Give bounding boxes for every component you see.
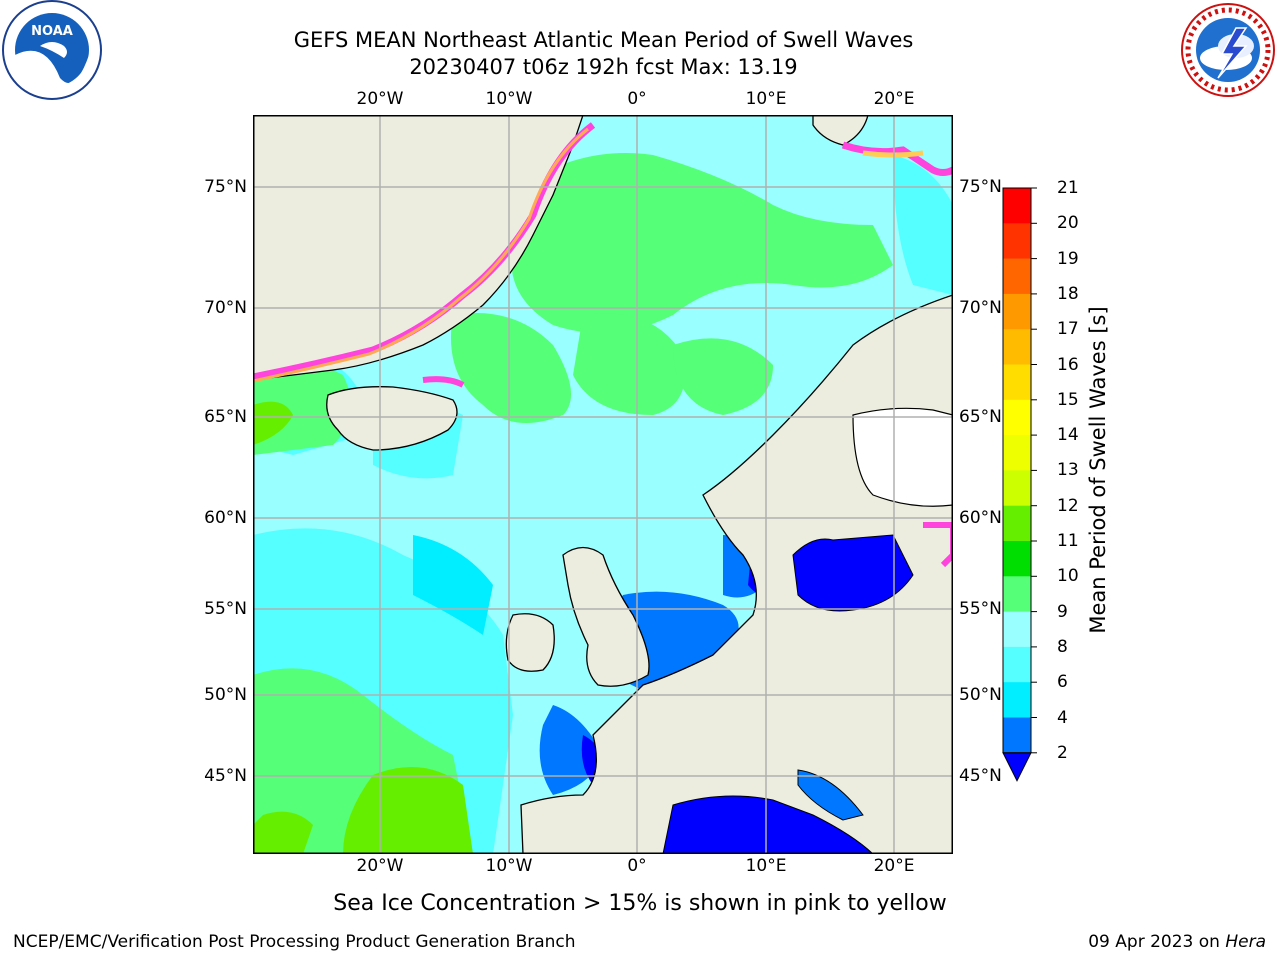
lon-tick-bottom: 10°W [485,856,533,876]
colorbar-tick-label: 19 [1057,248,1079,269]
colorbar-tick-label: 8 [1057,636,1068,657]
colorbar-band [1003,682,1031,718]
swell-period-map [253,115,953,854]
ireland-land [505,613,555,672]
lat-tick-right: 60°N [959,508,1002,528]
map-frame [253,115,953,854]
colorbar-tick-label: 9 [1057,601,1068,622]
lat-tick-right: 50°N [959,685,1002,705]
colorbar-band [1003,717,1031,754]
graticule [253,115,953,854]
lon-tick-top: 10°E [745,89,787,109]
colorbar-tick-label: 11 [1057,531,1079,551]
lat-tick-left: 45°N [204,766,247,786]
lon-tick-top: 10°W [485,89,533,109]
map-title: GEFS MEAN Northeast Atlantic Mean Period… [293,28,914,52]
baltic-masked [852,407,953,507]
lon-tick-bottom: 20°E [873,856,915,876]
colorbar-band [1003,188,1031,224]
lat-tick-right: 65°N [959,407,1002,427]
colorbar-tick-label: 17 [1057,319,1079,340]
lat-tick-right: 55°N [959,599,1002,619]
colorbar-band [1003,576,1031,613]
lat-tick-left: 55°N [204,599,247,619]
colorbar-tick-label: 6 [1057,672,1068,693]
colorbar-tick-label: 13 [1057,460,1079,481]
colorbar-band [1003,541,1031,577]
lat-tick-right: 45°N [959,766,1002,786]
colorbar-tick-label: 15 [1057,389,1079,410]
footer-date: 09 Apr 2023 on Hera [1088,932,1266,952]
lon-tick-top: 0° [627,89,647,109]
colorbar-band [1003,399,1031,436]
footer-producer: NCEP/EMC/Verification Post Processing Pr… [13,932,576,952]
lon-tick-bottom: 0° [627,856,647,876]
footer-host: Hera [1225,932,1266,952]
lat-tick-right: 75°N [959,177,1002,197]
footer-date-text: 09 Apr 2023 on [1088,932,1226,952]
nws-logo-icon [1181,3,1275,97]
lon-tick-top: 20°E [873,89,915,109]
map-subtitle: 20230407 t06z 192h fcst Max: 13.19 [409,55,798,79]
mediterranean-sea [662,795,874,854]
swell-period-fill-11-12 [253,401,473,854]
colorbar-band [1003,505,1031,542]
colorbar-tick-label: 21 [1057,178,1079,198]
colorbar-tick-label: 14 [1057,425,1079,446]
colorbar-tick-label: 16 [1057,354,1079,375]
colorbar-tick-label: 18 [1057,283,1079,304]
colorbar-band [1003,611,1031,648]
lat-tick-left: 75°N [204,177,247,197]
noaa-logo-icon: NOAA [2,0,102,100]
colorbar-extend-arrow [1002,752,1032,782]
colorbar-band [1003,435,1031,471]
colorbar-tick-label: 12 [1057,495,1079,516]
sea-ice-caption: Sea Ice Concentration > 15% is shown in … [333,891,947,916]
colorbar-tick-label: 20 [1057,213,1079,234]
colorbar-band [1003,293,1031,330]
colorbar-band [1003,258,1031,295]
colorbar-title: Mean Period of Swell Waves [s] [1086,306,1110,634]
lon-tick-top: 20°W [356,89,404,109]
colorbar-band [1003,223,1031,260]
svg-text:NOAA: NOAA [31,24,73,39]
land-areas [253,115,953,854]
lon-tick-bottom: 10°E [745,856,787,876]
sea-ice-edge [253,122,953,568]
iceland-land [326,386,458,451]
colorbar-band [1003,646,1031,683]
great-britain-land [562,546,650,687]
lat-tick-right: 70°N [959,298,1002,318]
colorbar-tick-label: 10 [1057,566,1079,587]
colorbar-band [1003,329,1031,365]
lat-tick-left: 50°N [204,685,247,705]
colorbar-band [1003,470,1031,507]
colorbar-band [1003,364,1031,401]
greenland-land [253,115,584,381]
baltic-sea [792,534,914,612]
colorbar-tick-label: 2 [1057,742,1068,763]
colorbar-tick-label: 4 [1057,707,1068,728]
lat-tick-left: 70°N [204,298,247,318]
lat-tick-left: 65°N [204,407,247,427]
lat-tick-left: 60°N [204,508,247,528]
lon-tick-bottom: 20°W [356,856,404,876]
colorbar [1002,187,1037,782]
